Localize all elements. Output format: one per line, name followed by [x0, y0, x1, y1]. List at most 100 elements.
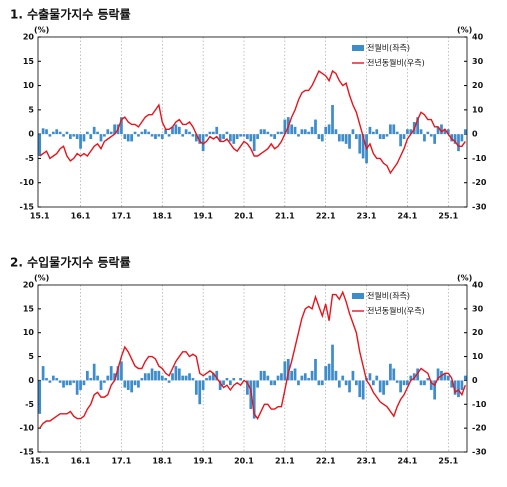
bar [429, 380, 433, 390]
bar [232, 378, 236, 381]
bar [222, 134, 225, 139]
bar [205, 378, 208, 381]
bar [38, 134, 42, 156]
bar [443, 129, 447, 135]
bar [130, 380, 133, 393]
bar [225, 378, 229, 381]
bar [334, 129, 338, 135]
bar [351, 129, 355, 135]
bar [392, 368, 396, 381]
y-tick-label: 20 [23, 33, 35, 42]
bar [113, 124, 116, 135]
line-series [39, 69, 466, 175]
bar [133, 380, 137, 386]
bar [303, 373, 307, 381]
bar [283, 361, 287, 381]
x-tick-label: 21.1 [275, 212, 295, 221]
bar [79, 134, 82, 149]
bar [300, 375, 304, 381]
bar [368, 126, 372, 135]
bar [246, 380, 249, 395]
bar [68, 134, 72, 139]
y2-tick-label: 30 [472, 57, 484, 66]
bar [324, 366, 328, 381]
y-tick-label: 10 [23, 328, 35, 337]
bar [123, 134, 127, 139]
bar [147, 131, 151, 135]
bar [266, 131, 270, 135]
bar [331, 105, 334, 135]
y2-tick-label: 10 [472, 352, 484, 361]
bar [123, 380, 127, 388]
x-tick-label: 23.1 [357, 212, 377, 221]
y-tick-label: -5 [25, 400, 34, 409]
x-tick-label: 20.1 [234, 457, 254, 466]
bar [72, 380, 76, 383]
bar [457, 380, 460, 398]
y-axis-label: (%) [34, 274, 49, 283]
bar [446, 129, 450, 135]
bar [133, 131, 137, 135]
bar [348, 134, 351, 149]
bar [358, 380, 362, 398]
bar [55, 129, 59, 135]
bar [348, 380, 351, 393]
bar [334, 370, 338, 381]
bar [188, 373, 191, 381]
bar [150, 368, 154, 381]
x-tick-label: 25.1 [438, 457, 458, 466]
bar [372, 380, 375, 386]
y2-tick-label: -20 [472, 178, 487, 187]
bar [337, 134, 341, 142]
x-tick-label: 18.1 [152, 212, 172, 221]
bar [48, 134, 52, 137]
bar [280, 131, 283, 135]
bar [75, 380, 79, 395]
bar [174, 366, 178, 381]
bar [263, 370, 266, 381]
bar [72, 134, 76, 137]
x-tick-label: 15.1 [30, 212, 50, 221]
y2-tick-label: -30 [472, 448, 487, 457]
bar [215, 126, 219, 135]
bar [320, 380, 324, 386]
bar [300, 129, 304, 135]
bar [399, 134, 402, 147]
y2-tick-label: 10 [472, 105, 484, 114]
bar [344, 380, 348, 386]
bar [167, 380, 171, 383]
bar [280, 373, 283, 381]
bar [103, 380, 106, 383]
bar [395, 380, 399, 383]
bar [177, 126, 181, 135]
bar [38, 380, 42, 414]
y2-axis-label: (%) [457, 26, 472, 35]
bar [303, 129, 307, 135]
bar [256, 134, 259, 139]
bar [51, 375, 55, 381]
bar [126, 380, 130, 390]
bar [436, 368, 440, 381]
bar [423, 380, 426, 386]
legend-label: 전월비(좌측) [367, 43, 410, 53]
bar [106, 375, 110, 381]
bar [354, 380, 358, 386]
bar [96, 375, 99, 381]
bar [317, 134, 321, 139]
x-tick-label: 22.1 [316, 457, 336, 466]
bar [266, 375, 270, 381]
bar [86, 131, 89, 135]
bar [92, 363, 96, 381]
bar [433, 380, 437, 400]
bar [249, 134, 253, 142]
bar [154, 370, 157, 381]
bar [215, 370, 219, 381]
bar [460, 134, 464, 142]
y2-tick-label: -10 [472, 400, 487, 409]
chart-title: 1. 수출물가지수 등락률 [10, 7, 131, 22]
bar [41, 128, 45, 135]
y2-tick-label: 30 [472, 304, 484, 313]
bar [120, 117, 123, 135]
bar [181, 134, 185, 137]
bar [286, 358, 290, 381]
